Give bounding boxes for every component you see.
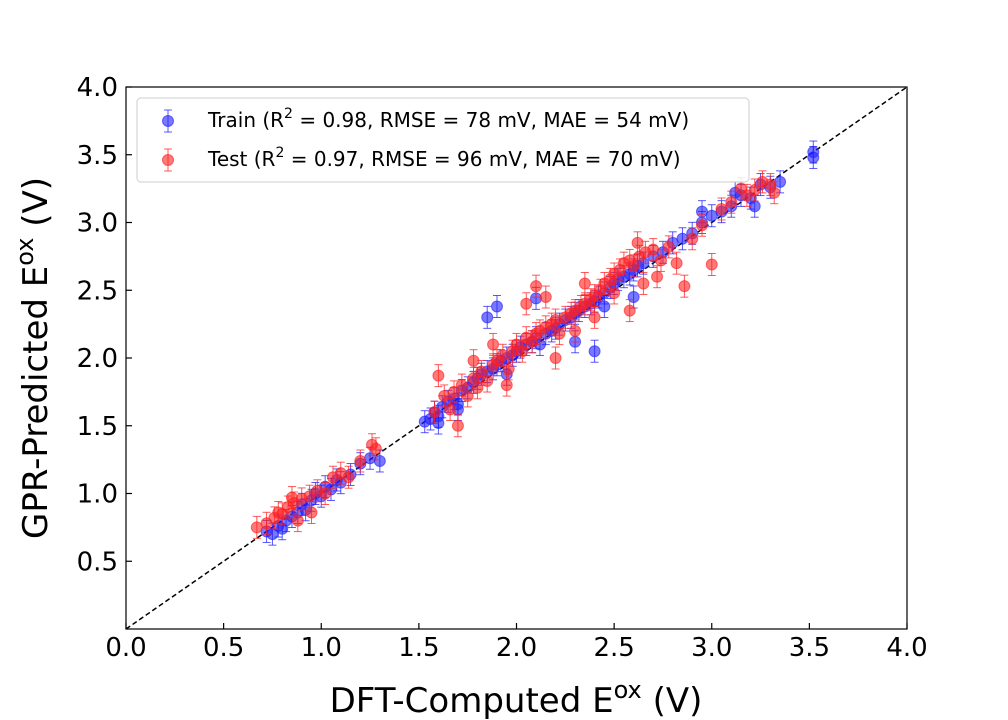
test-point bbox=[291, 509, 304, 533]
test-point bbox=[369, 437, 382, 461]
test-point bbox=[448, 380, 461, 404]
legend-marker-test bbox=[162, 148, 174, 172]
x-tick-label: 2.0 bbox=[496, 633, 537, 663]
test-point bbox=[662, 235, 675, 259]
x-tick-label: 4.0 bbox=[886, 633, 927, 663]
x-tick-label: 0.0 bbox=[105, 633, 146, 663]
test-point bbox=[588, 305, 601, 329]
test-point bbox=[725, 190, 738, 214]
test-point bbox=[639, 240, 652, 264]
y-axis-title: GPR-Predicted Eox (V) bbox=[11, 177, 56, 539]
test-point bbox=[461, 384, 474, 408]
test-point bbox=[654, 248, 667, 272]
legend-marker-train-symbol bbox=[162, 109, 174, 133]
legend-marker-test-symbol bbox=[162, 148, 174, 172]
x-tick-label: 3.5 bbox=[789, 633, 830, 663]
train-point bbox=[807, 140, 820, 164]
test-point bbox=[627, 254, 640, 278]
legend: Train (R2 = 0.98, RMSE = 78 mV, MAE = 54… bbox=[136, 97, 750, 183]
legend-marker-train bbox=[162, 109, 174, 133]
test-point bbox=[319, 482, 332, 505]
x-tick-label: 3.0 bbox=[691, 633, 732, 663]
train-point bbox=[588, 339, 601, 363]
test-point bbox=[451, 414, 464, 438]
legend-box bbox=[136, 97, 750, 183]
legend-label-train: Train (R2 = 0.98, RMSE = 78 mV, MAE = 54… bbox=[207, 106, 689, 132]
y-ticks: 0.5 1.0 1.5 2.0 2.5 3.0 3.5 4.0 bbox=[77, 73, 132, 577]
test-point bbox=[342, 465, 355, 489]
test-point bbox=[651, 265, 664, 289]
x-tick-label: 1.0 bbox=[301, 633, 342, 663]
test-point bbox=[530, 274, 543, 298]
train-point bbox=[598, 295, 611, 319]
test-point bbox=[569, 319, 582, 343]
test-point bbox=[520, 292, 533, 316]
test-point bbox=[539, 285, 552, 309]
test-point bbox=[272, 500, 285, 524]
x-tick-label: 2.5 bbox=[593, 633, 634, 663]
y-tick-label: 4.0 bbox=[77, 73, 118, 103]
y-tick-label: 1.0 bbox=[77, 480, 118, 510]
test-point bbox=[553, 322, 566, 346]
test-point bbox=[768, 181, 781, 205]
x-tick-label: 1.5 bbox=[398, 633, 439, 663]
test-point bbox=[481, 369, 494, 393]
x-ticks: 0.0 0.5 1.0 1.5 2.0 2.5 3.0 3.5 4.0 bbox=[105, 623, 928, 663]
test-point bbox=[623, 299, 636, 323]
y-tick-label: 3.5 bbox=[77, 141, 118, 171]
test-point bbox=[678, 274, 691, 298]
y-tick-label: 0.5 bbox=[77, 547, 118, 577]
legend-label-test: Test (R2 = 0.97, RMSE = 96 mV, MAE = 70 … bbox=[207, 145, 681, 171]
test-point bbox=[250, 515, 263, 539]
test-point bbox=[686, 227, 699, 251]
test-point bbox=[608, 281, 621, 305]
y-tick-label: 1.5 bbox=[77, 412, 118, 442]
x-axis-title: DFT-Computed Eox (V) bbox=[330, 676, 703, 720]
test-point bbox=[444, 397, 457, 421]
test-point bbox=[467, 349, 480, 373]
y-tick-label: 3.0 bbox=[77, 209, 118, 239]
test-point bbox=[705, 253, 718, 277]
points-layer bbox=[250, 140, 820, 546]
test-point bbox=[670, 251, 683, 275]
test-point bbox=[354, 449, 367, 473]
y-tick-label: 2.5 bbox=[77, 276, 118, 306]
test-point bbox=[432, 364, 445, 388]
test-point bbox=[637, 271, 650, 295]
test-point bbox=[748, 178, 761, 202]
test-point bbox=[578, 271, 591, 295]
test-point bbox=[428, 400, 441, 424]
test-point bbox=[285, 486, 298, 510]
test-point bbox=[305, 500, 318, 524]
test-point bbox=[549, 346, 562, 370]
y-tick-label: 2.0 bbox=[77, 344, 118, 374]
test-point bbox=[715, 197, 728, 221]
test-point bbox=[500, 373, 513, 397]
train-point bbox=[490, 295, 503, 319]
x-tick-label: 0.5 bbox=[203, 633, 244, 663]
train-point bbox=[481, 305, 494, 329]
train-point bbox=[705, 204, 718, 228]
test-point bbox=[487, 332, 500, 356]
test-point bbox=[631, 231, 644, 255]
test-point bbox=[695, 213, 708, 237]
